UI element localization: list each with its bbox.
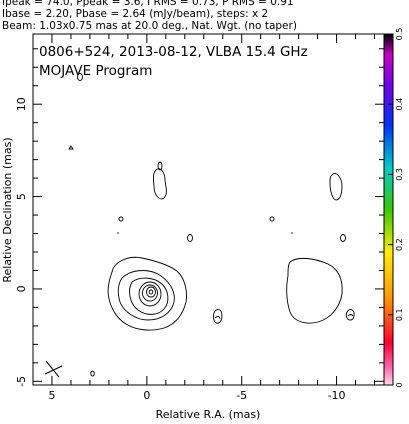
core-contour-7 (148, 289, 154, 295)
jet-contour-west (286, 257, 343, 324)
blob-5 (68, 145, 74, 150)
blob-3 (212, 309, 223, 324)
panel-title: 0806+524, 2013-08-12, VLBA 15.4 GHz (39, 44, 308, 60)
x-tick-label: 5 (48, 389, 55, 402)
x-axis-title: Relative R.A. (mas) (156, 408, 261, 421)
core-contour-5 (142, 284, 158, 302)
header-line-3: Beam: 1.03x0.75 mas at 20.0 deg., Nat. W… (2, 20, 297, 32)
core-contour-4 (138, 281, 162, 307)
blob-6 (90, 370, 95, 377)
blob-9 (345, 309, 355, 321)
header-line-2: Ibase = 2.20, Pbase = 2.64 (mJy/beam), s… (2, 8, 269, 20)
jet-contour-north-small (157, 161, 163, 171)
y-tick-label: 5 (15, 193, 28, 200)
blob-9b (347, 314, 354, 317)
blob-1 (118, 216, 124, 222)
colorbar-tick-label: 0.4 (395, 98, 404, 111)
colorbar-tick-label: 0.3 (395, 168, 404, 181)
core-contour-2 (117, 270, 175, 321)
colorbar (383, 33, 394, 386)
panel-subtitle: MOJAVE Program (39, 63, 152, 79)
core-contour-3 (129, 277, 169, 315)
jet-contour-west-north (329, 173, 343, 201)
blob-4 (77, 73, 83, 81)
x-tick-label: -5 (236, 389, 247, 402)
colorbar-tick-label: 0.1 (395, 308, 404, 321)
plot-frame (32, 33, 385, 386)
axis-ticks (32, 34, 384, 385)
y-tick-label: -5 (15, 376, 28, 387)
y-tick-label: 10 (15, 97, 28, 111)
beam-marker (44, 360, 63, 378)
x-tick-label: -10 (328, 389, 346, 402)
jet-contour-north (152, 168, 167, 200)
x-tick-label: 0 (143, 389, 150, 402)
blob-2 (187, 234, 193, 242)
colorbar-tick-label: 0.2 (395, 238, 404, 251)
blob-8 (340, 234, 346, 242)
colorbar-tick-label: 0 (395, 382, 404, 387)
contours (68, 73, 355, 377)
colorbar-ticks: 0 0.1 0.2 0.3 0.4 0.5 (388, 28, 404, 388)
y-axis-title: Relative Declination (mas) (1, 137, 14, 282)
blob-3b (214, 316, 221, 320)
axis-tick-labels: 5 0 -5 -10 -5 0 5 10 (15, 97, 346, 402)
y-tick-label: 0 (15, 285, 28, 292)
noise-dots (117, 232, 293, 234)
colorbar-tick-label: 0.5 (395, 28, 404, 41)
core-contour-1 (107, 256, 187, 331)
blob-7 (269, 216, 275, 222)
header-line-1: Ipeak = 74.0, Ppeak = 3.6, I RMS = 0.73,… (2, 0, 294, 8)
core-contour-6 (146, 286, 156, 298)
